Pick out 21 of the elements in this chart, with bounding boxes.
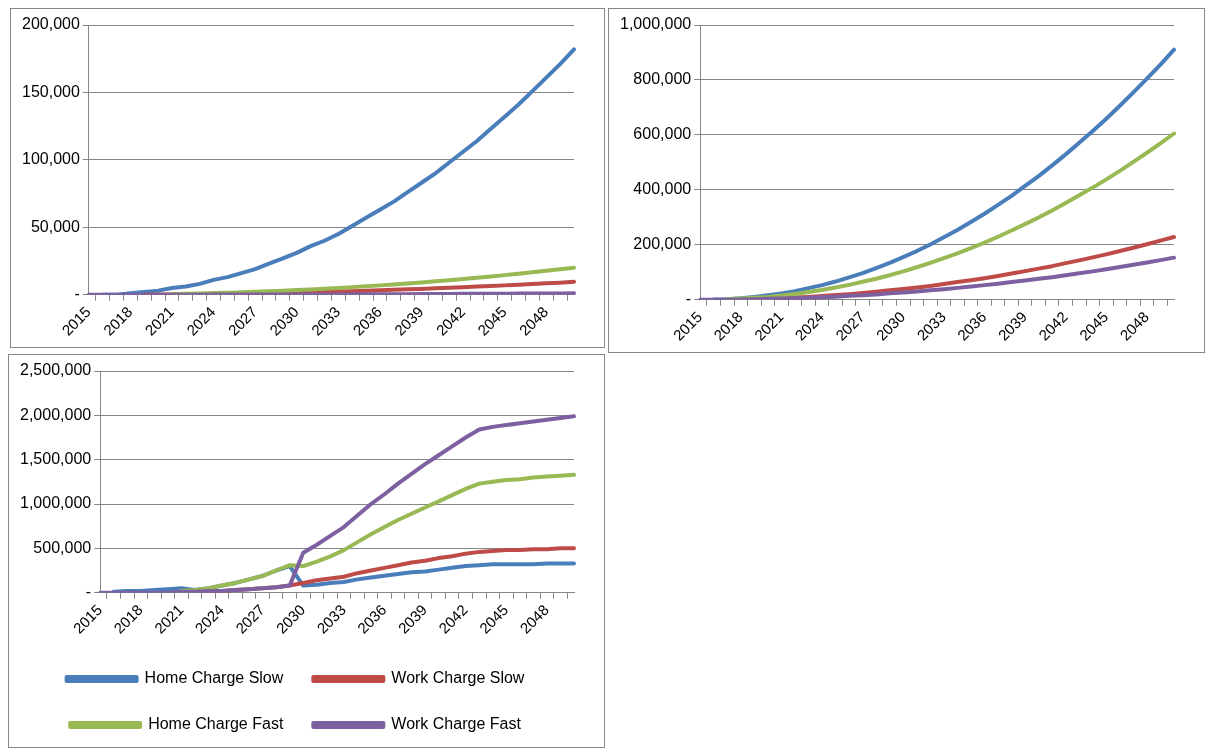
y-tick-label: 400,000 xyxy=(633,180,692,198)
y-tick-label: 500,000 xyxy=(33,538,92,556)
y-tick-label: - xyxy=(85,583,92,601)
y-tick-label: 800,000 xyxy=(633,70,692,88)
y-tick-label: 150,000 xyxy=(21,82,80,100)
y-tick-label: 100,000 xyxy=(21,150,80,168)
y-tick-label: 50,000 xyxy=(30,217,80,235)
legend-label: Work Charge Slow xyxy=(391,669,525,687)
y-tick-label: 1,500,000 xyxy=(19,450,92,468)
legend-label: Work Charge Fast xyxy=(391,715,522,733)
y-tick-label: 2,000,000 xyxy=(19,405,92,423)
y-tick-label: 2,500,000 xyxy=(19,361,92,379)
y-tick-label: 600,000 xyxy=(633,125,692,143)
y-tick-label: 1,000,000 xyxy=(619,15,692,33)
y-tick-label: - xyxy=(685,290,692,308)
y-tick-label: 200,000 xyxy=(21,15,80,33)
y-tick-label: 1,000,000 xyxy=(19,494,92,512)
y-tick-label: 200,000 xyxy=(633,235,692,253)
y-tick-label: - xyxy=(74,285,80,303)
legend-label: Home Charge Fast xyxy=(148,715,284,733)
legend-label: Home Charge Slow xyxy=(144,669,284,687)
